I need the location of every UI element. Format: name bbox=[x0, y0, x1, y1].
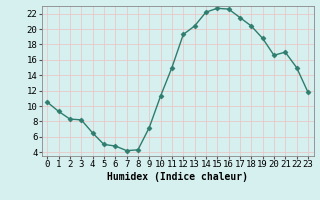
X-axis label: Humidex (Indice chaleur): Humidex (Indice chaleur) bbox=[107, 172, 248, 182]
